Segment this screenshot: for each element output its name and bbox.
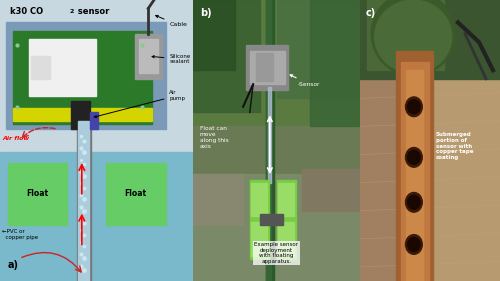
Text: Air
pump: Air pump [94, 90, 186, 117]
Bar [278, 222, 294, 256]
Bar [250, 219, 269, 259]
Ellipse shape [374, 0, 452, 73]
Ellipse shape [406, 97, 422, 117]
Bar [78, 121, 90, 281]
Bar [31, 56, 50, 79]
Bar [246, 45, 288, 90]
Bar [276, 0, 360, 98]
Text: Float: Float [124, 189, 147, 198]
Bar [54, 51, 92, 84]
Text: -Sensor: -Sensor [290, 75, 320, 87]
Bar [396, 51, 433, 281]
Bar [252, 222, 268, 256]
Text: Silicone
sealant: Silicone sealant [152, 54, 190, 64]
Text: Cable: Cable [156, 15, 188, 28]
Bar [266, 0, 274, 281]
Bar [276, 180, 295, 219]
Bar [29, 39, 96, 96]
Text: b): b) [200, 8, 211, 19]
Ellipse shape [406, 192, 422, 212]
Text: ←PVC or
  copper pipe: ←PVC or copper pipe [2, 229, 38, 240]
Bar [0, 152, 192, 281]
Bar [276, 219, 295, 259]
Text: Float can
move
along this
axis: Float can move along this axis [200, 126, 228, 149]
Bar [8, 163, 68, 225]
Bar [360, 0, 500, 79]
Bar [406, 70, 423, 281]
Text: a): a) [8, 260, 18, 270]
Bar [367, 0, 444, 70]
Bar [278, 183, 294, 216]
Text: sensor: sensor [75, 7, 110, 16]
Bar [193, 174, 360, 281]
Bar [302, 169, 360, 211]
Bar [135, 34, 162, 79]
Ellipse shape [371, 0, 455, 76]
Bar [193, 174, 243, 225]
Text: k30 CO: k30 CO [10, 7, 43, 16]
Bar [266, 0, 272, 281]
Text: Submerged
portion of
sensor with
copper tape
coating: Submerged portion of sensor with copper … [436, 132, 473, 160]
Text: Example sensor
deployment
with floating
apparatus.: Example sensor deployment with floating … [254, 242, 298, 264]
Ellipse shape [408, 100, 420, 114]
Bar [193, 0, 235, 70]
Bar [250, 180, 269, 219]
Text: Float: Float [26, 189, 48, 198]
Bar [193, 0, 260, 112]
Bar [90, 112, 98, 129]
Bar [400, 62, 428, 281]
Bar [193, 0, 360, 126]
Bar [252, 183, 268, 216]
Ellipse shape [408, 237, 420, 251]
Bar [268, 87, 271, 183]
Bar [360, 0, 423, 281]
Bar [76, 121, 91, 281]
Ellipse shape [406, 148, 422, 167]
Bar [250, 51, 285, 84]
Ellipse shape [408, 150, 420, 164]
Text: 2: 2 [70, 9, 73, 14]
Ellipse shape [408, 195, 420, 209]
Bar [14, 108, 152, 121]
Text: Air flow: Air flow [2, 136, 29, 141]
Bar [6, 22, 166, 129]
Ellipse shape [406, 235, 422, 254]
Bar [310, 0, 360, 126]
Bar [14, 31, 152, 124]
Text: c): c) [366, 8, 376, 19]
Ellipse shape [32, 42, 60, 93]
Bar [106, 163, 166, 225]
Bar [256, 53, 273, 81]
Bar [138, 39, 158, 73]
Bar [193, 126, 360, 281]
Bar [260, 214, 283, 225]
Bar [71, 101, 90, 129]
